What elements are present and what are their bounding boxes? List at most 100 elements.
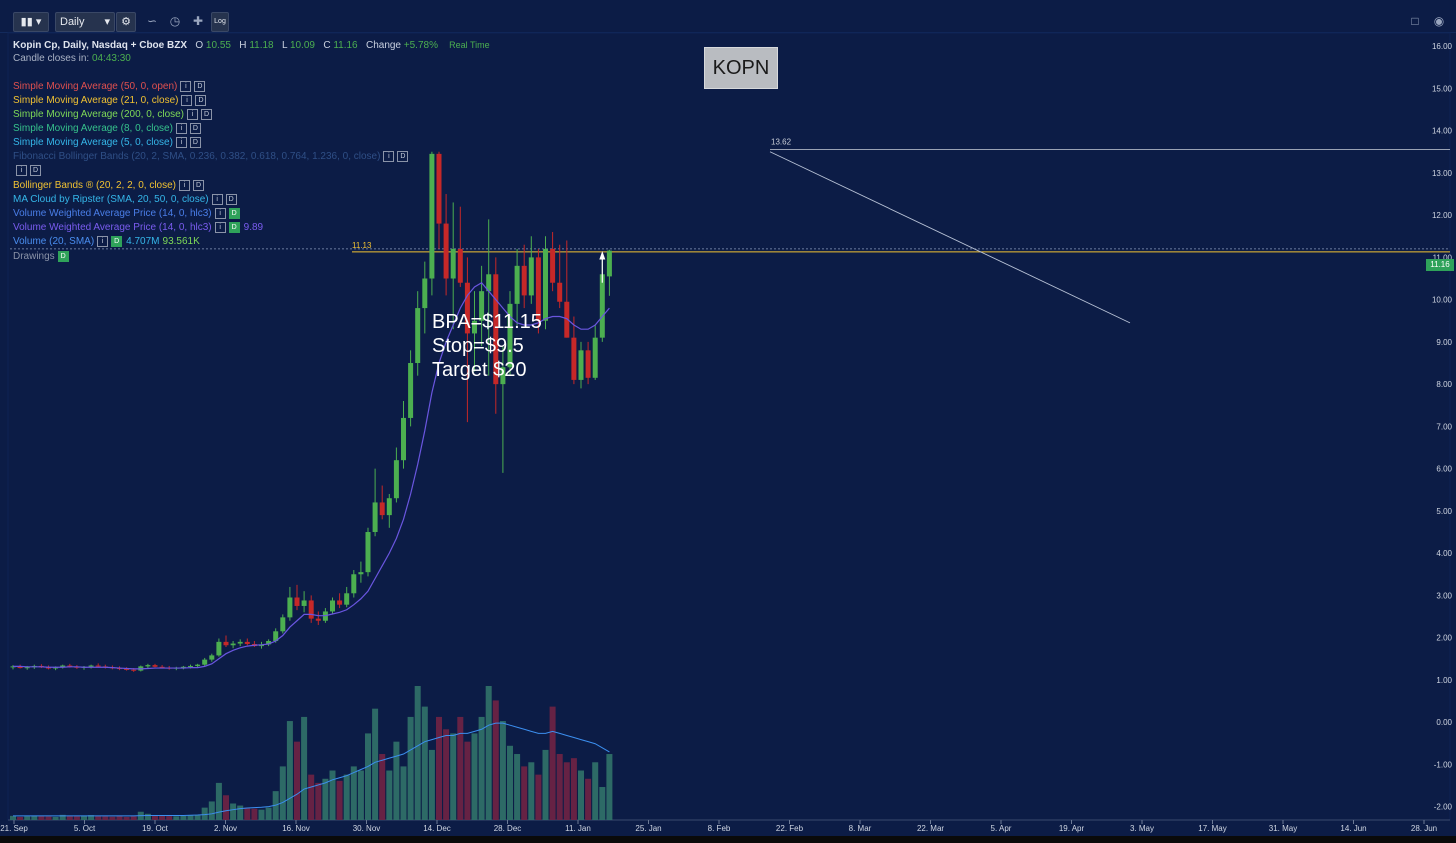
interval-label: Daily [60,16,85,28]
volume-bar [578,770,584,820]
indicator-row[interactable]: MA Cloud by Ripster (SMA, 20, 50, 0, clo… [13,193,237,207]
x-tick-label: 28. Dec [494,824,522,833]
data-window-button[interactable]: D [195,94,207,106]
volume-bar [123,816,130,820]
candle-timer-row: Candle closes in: 04:43:30 [13,52,131,66]
x-tick-label: 8. Mar [849,824,872,833]
candle-body [528,257,534,296]
candle-body [230,643,236,646]
x-tick-label: 3. May [1130,824,1154,833]
volume-bar [166,816,173,820]
symbol-label: KOPN [712,57,770,79]
info-icon[interactable]: i [97,235,109,247]
info-icon[interactable]: i [383,150,395,162]
volume-bar [294,741,300,820]
y-tick-label: -1.00 [1434,760,1453,769]
info-icon[interactable]: i [16,164,27,176]
indicator-row[interactable]: Simple Moving Average (21, 0, close) i D [13,94,207,108]
volume-bar [379,754,386,820]
candle-body [287,597,293,618]
interval-select[interactable]: Daily ▾ [55,12,115,32]
y-tick-label: 3.00 [1436,591,1452,600]
indicator-row[interactable]: Bollinger Bands ® (20, 2, 2, 0, close) i D [13,179,205,193]
clock-icon[interactable]: ◷ [169,14,181,28]
volume-bar [31,815,38,820]
volume-bar [400,766,407,820]
volume-bar [471,733,478,820]
candle-body [401,417,406,461]
candle-body [592,337,598,378]
y-tick-label: 2.00 [1436,634,1452,643]
x-tick-label: 8. Feb [708,824,731,833]
data-window-button[interactable]: D [189,136,201,148]
data-window-button[interactable]: D [57,250,69,262]
compare-icon[interactable]: ∽ [146,14,158,28]
x-tick-label: 28. Jun [1411,824,1437,833]
data-window-button[interactable]: D [189,122,201,134]
volume-bar [457,716,464,820]
data-window-button[interactable]: D [397,150,409,162]
settings-button[interactable]: ⚙ [116,12,136,32]
info-icon[interactable]: i [211,193,223,205]
camera-icon[interactable]: ◉ [1433,14,1445,28]
chart-type-button[interactable]: ▮▮ ▾ [13,12,49,32]
candle-body [450,248,456,279]
x-tick-label: 14. Jun [1340,824,1366,833]
indicator-row[interactable]: Volume (20, SMA) i D 4.707M 93.561K [13,235,200,249]
candle-body [301,600,307,606]
data-window-button[interactable]: D [201,108,213,120]
candle-body [53,667,59,669]
volume-bar [329,770,336,820]
data-window-button[interactable]: D [30,164,41,176]
volume-bar [592,762,599,820]
info-icon[interactable]: i [175,122,187,134]
info-icon[interactable]: i [180,80,192,92]
log-scale-button[interactable]: Log [211,12,229,32]
candle-body [585,350,591,378]
volume-bar [144,813,151,820]
candle-body [308,600,314,619]
indicator-row[interactable]: Drawings D [13,250,69,264]
volume-bar [507,745,513,820]
volume-bar [81,815,87,820]
indicator-row[interactable]: Volume Weighted Average Price (14, 0, hl… [13,207,240,221]
volume-bar [499,721,506,820]
candle-body [365,532,371,573]
info-icon[interactable]: i [175,136,187,148]
volume-bar [237,805,244,820]
indicator-row[interactable]: Simple Moving Average (50, 0, open) i D [13,80,206,94]
indicator-label: Drawings [13,251,55,262]
indicator-row[interactable]: Volume Weighted Average Price (14, 0, hl… [13,221,263,235]
info-icon[interactable]: i [214,221,226,233]
volume-bar [350,766,357,820]
data-window-button[interactable]: D [225,193,237,205]
info-icon[interactable]: i [181,94,193,106]
volume-bar [201,807,208,820]
fullscreen-icon[interactable]: □ [1411,14,1419,28]
info-icon[interactable]: i [187,108,199,120]
volume-bar [407,716,414,820]
data-window-button[interactable]: D [228,221,240,233]
candle-body [337,600,343,605]
candle-body [500,367,506,385]
data-window-button[interactable]: D [228,207,240,219]
volume-bar [95,815,102,820]
data-window-button[interactable]: D [111,235,123,247]
volume-bar [279,766,286,820]
volume-bar [542,749,549,820]
data-window-button[interactable]: D [193,179,205,191]
indicator-row[interactable]: Simple Moving Average (8, 0, close) i D [13,122,201,136]
vwap-line [13,281,610,670]
indicator-row[interactable]: Fibonacci Bollinger Bands (20, 2, SMA, 0… [13,150,409,164]
trade-note-line: BPA=$11.15 [432,311,542,333]
crosshair-icon[interactable]: ✚ [192,14,204,28]
info-icon[interactable]: i [214,207,226,219]
volume-bar [414,686,421,820]
data-window-button[interactable]: D [194,80,206,92]
indicator-row[interactable]: Simple Moving Average (5, 0, close) i D [13,136,201,150]
top-toolbar: ▮▮ ▾ Daily ▾ ⚙ ∽ ◷ ✚ Log □ ◉ [0,0,1456,33]
info-icon[interactable]: i [179,179,191,191]
indicator-row[interactable]: Simple Moving Average (200, 0, close) i D [13,108,213,122]
